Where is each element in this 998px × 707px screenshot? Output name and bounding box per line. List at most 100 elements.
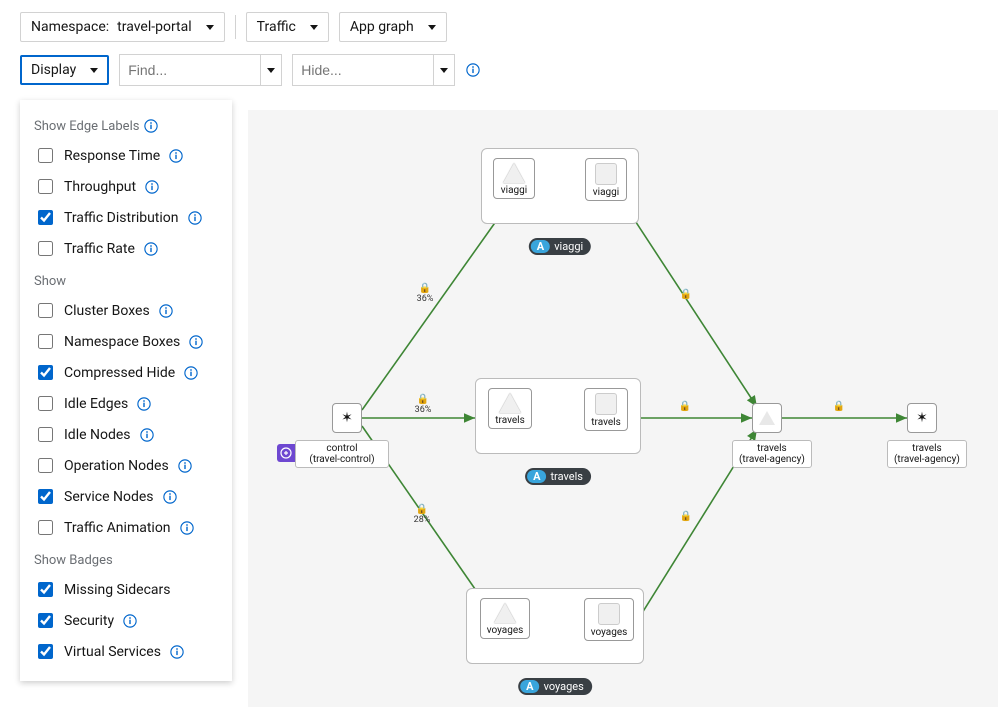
label-traffic_animation[interactable]: Traffic Animation	[64, 520, 171, 536]
label-traffic_distribution[interactable]: Traffic Distribution	[64, 210, 179, 226]
info-icon[interactable]	[188, 334, 204, 350]
namespace-select[interactable]: Namespace: travel-portal	[20, 12, 225, 42]
label-namespace_boxes[interactable]: Namespace Boxes	[64, 334, 180, 350]
label-idle_edges[interactable]: Idle Edges	[64, 396, 128, 412]
label-virtual_services[interactable]: Virtual Services	[64, 644, 161, 660]
checkbox-traffic_animation[interactable]	[38, 520, 53, 535]
panel-heading: Show	[34, 274, 218, 289]
node-label: viaggi	[593, 187, 619, 198]
chevron-down-icon	[310, 25, 318, 30]
edge-lock-icon: 🔒28%	[414, 505, 431, 525]
app-badge-voyages[interactable]: Avoyages	[518, 678, 592, 695]
label-response_time[interactable]: Response Time	[64, 148, 160, 164]
checkbox-security[interactable]	[38, 613, 53, 628]
service-node-viaggi[interactable]: viaggi	[493, 158, 535, 199]
info-icon[interactable]	[136, 396, 152, 412]
label-idle_nodes[interactable]: Idle Nodes	[64, 427, 131, 443]
chevron-down-icon	[267, 68, 275, 73]
graph-type-select[interactable]: App graph	[339, 12, 447, 42]
info-icon[interactable]	[183, 365, 199, 381]
badge-label: viaggi	[554, 240, 583, 253]
info-icon[interactable]	[143, 241, 159, 257]
info-icon[interactable]	[179, 520, 195, 536]
service-node-travels-agency[interactable]	[752, 403, 782, 433]
namespace-value: travel-portal	[117, 19, 191, 35]
label-cluster_boxes[interactable]: Cluster Boxes	[64, 303, 150, 319]
display-select[interactable]: Display	[20, 55, 109, 85]
badge-letter: A	[527, 470, 546, 483]
badge-label: travels	[550, 470, 582, 483]
checkbox-traffic_distribution[interactable]	[38, 210, 53, 225]
checkbox-service_nodes[interactable]	[38, 489, 53, 504]
checkbox-compressed_hide[interactable]	[38, 365, 53, 380]
traffic-select[interactable]: Traffic	[246, 12, 329, 42]
checkbox-response_time[interactable]	[38, 148, 53, 163]
checkbox-throughput[interactable]	[38, 179, 53, 194]
label-security[interactable]: Security	[64, 613, 114, 629]
label-service_nodes[interactable]: Service Nodes	[64, 489, 154, 505]
checkbox-traffic_rate[interactable]	[38, 241, 53, 256]
root-node[interactable]: ✶	[332, 403, 362, 433]
root-node-label[interactable]: control(travel-control)	[295, 440, 389, 468]
node-label-travels-agency[interactable]: travels(travel-agency)	[732, 440, 812, 468]
workload-node-voyages[interactable]: voyages	[584, 598, 634, 641]
info-icon[interactable]	[162, 489, 178, 505]
find-input-wrap	[119, 54, 282, 86]
triangle-icon	[759, 411, 775, 425]
hide-input[interactable]	[293, 56, 433, 84]
node-label: travels	[591, 417, 621, 428]
separator	[235, 15, 236, 39]
triangle-icon	[494, 603, 516, 623]
info-icon[interactable]	[177, 458, 193, 474]
option-namespace_boxes: Namespace Boxes	[34, 326, 218, 357]
option-throughput: Throughput	[34, 171, 218, 202]
checkbox-operation_nodes[interactable]	[38, 458, 53, 473]
find-input[interactable]	[120, 56, 260, 84]
find-dropdown-toggle[interactable]	[260, 55, 281, 85]
label-missing_sidecars[interactable]: Missing Sidecars	[64, 582, 171, 598]
info-icon[interactable]	[465, 62, 481, 78]
label-throughput[interactable]: Throughput	[64, 179, 136, 195]
option-missing_sidecars: Missing Sidecars	[34, 574, 218, 605]
label-compressed_hide[interactable]: Compressed Hide	[64, 365, 175, 381]
checkbox-missing_sidecars[interactable]	[38, 582, 53, 597]
edge-lock-icon: 🔒36%	[417, 284, 434, 304]
app-badge-viaggi[interactable]: Aviaggi	[529, 238, 591, 255]
info-icon[interactable]	[143, 118, 159, 134]
info-icon[interactable]	[139, 427, 155, 443]
service-node-voyages[interactable]: voyages	[480, 598, 530, 639]
info-icon[interactable]	[169, 644, 185, 660]
info-icon[interactable]	[158, 303, 174, 319]
edge-lock-icon: 🔒	[833, 402, 845, 412]
info-icon[interactable]	[168, 148, 184, 164]
workload-node-viaggi[interactable]: viaggi	[585, 158, 627, 201]
checkbox-cluster_boxes[interactable]	[38, 303, 53, 318]
namespace-prefix: Namespace:	[31, 19, 109, 35]
info-icon[interactable]	[187, 210, 203, 226]
checkbox-namespace_boxes[interactable]	[38, 334, 53, 349]
info-icon[interactable]	[144, 179, 160, 195]
info-icon[interactable]	[122, 613, 138, 629]
hide-dropdown-toggle[interactable]	[433, 55, 454, 85]
display-options-panel: Show Edge LabelsResponse TimeThroughputT…	[20, 100, 232, 681]
graph-canvas[interactable]: 🔒36%🔒36%🔒28%🔒🔒🔒🔒🔒🔒🔒viaggiviaggiAviaggitr…	[248, 110, 998, 707]
edge-lock-icon: 🔒	[680, 290, 692, 300]
checkbox-idle_nodes[interactable]	[38, 427, 53, 442]
node-label-travels-agency-2[interactable]: travels(travel-agency)	[887, 440, 967, 468]
workload-node-travels[interactable]: travels	[584, 388, 628, 431]
hide-input-wrap	[292, 54, 455, 86]
checkbox-idle_edges[interactable]	[38, 396, 53, 411]
app-badge-travels[interactable]: Atravels	[525, 468, 591, 485]
service-node-travels[interactable]: travels	[488, 388, 532, 429]
label-operation_nodes[interactable]: Operation Nodes	[64, 458, 169, 474]
checkbox-virtual_services[interactable]	[38, 644, 53, 659]
service-entry-node-travels-agency[interactable]: ✶	[907, 403, 937, 433]
option-service_nodes: Service Nodes	[34, 481, 218, 512]
chevron-down-icon	[90, 68, 98, 73]
chevron-down-icon	[428, 25, 436, 30]
chevron-down-icon	[206, 25, 214, 30]
label-traffic_rate[interactable]: Traffic Rate	[64, 241, 135, 257]
node-label: voyages	[591, 627, 628, 638]
graph-edge[interactable]	[628, 210, 757, 407]
triangle-icon	[499, 393, 521, 413]
